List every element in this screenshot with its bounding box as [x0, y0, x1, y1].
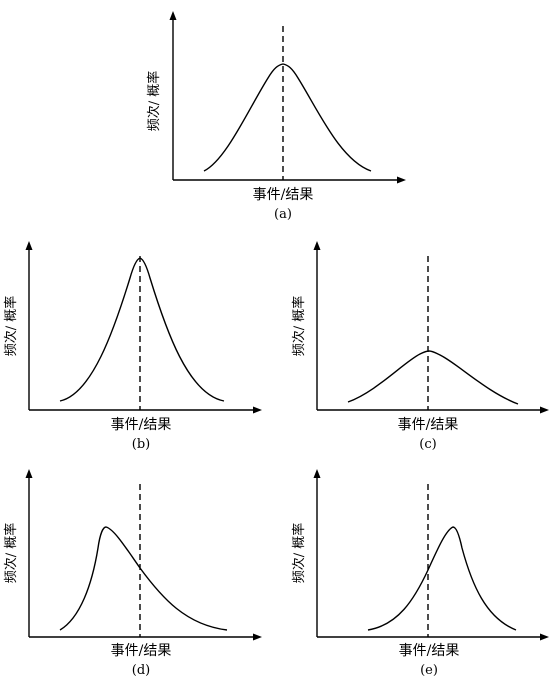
panel-c-curve	[347, 350, 519, 405]
panel-a-ylabel: 频次/ 概率	[146, 71, 162, 132]
panel-e-ylabel: 频次/ 概率	[291, 523, 307, 584]
panel-b-curve	[59, 257, 225, 402]
panel-e-x-axis-arrow	[540, 633, 549, 641]
panel-b-x-axis-arrow	[253, 406, 262, 414]
panel-d: 事件/结果 (d) 频次/ 概率	[3, 469, 262, 678]
panel-e-y-axis-arrow	[313, 469, 321, 478]
panel-a-xlabel: 事件/结果	[253, 187, 314, 203]
panel-b: 事件/结果 (b) 频次/ 概率	[3, 241, 262, 452]
panel-c-xlabel: 事件/结果	[398, 417, 459, 433]
panel-b-ylabel: 频次/ 概率	[3, 296, 19, 357]
panel-a-x-axis-arrow	[397, 176, 406, 184]
panel-e: 事件/结果 (e) 频次/ 概率	[291, 469, 549, 678]
panel-e-curve	[367, 526, 517, 631]
panel-e-xlabel: 事件/结果	[399, 643, 460, 659]
panel-a: 事件/结果 (a) 频次/ 概率	[146, 11, 406, 222]
panel-d-ylabel: 频次/ 概率	[3, 523, 19, 584]
panel-d-caption: (d)	[132, 663, 150, 678]
panel-d-y-axis-arrow	[25, 469, 33, 478]
panel-b-caption: (b)	[132, 437, 150, 452]
panel-e-caption: (e)	[420, 663, 438, 678]
panel-b-y-axis-arrow	[25, 241, 33, 250]
panel-d-x-axis-arrow	[253, 633, 262, 641]
panel-c-ylabel: 频次/ 概率	[291, 296, 307, 357]
panel-c-caption: (c)	[419, 437, 436, 452]
panel-c: 事件/结果 (c) 频次/ 概率	[291, 241, 549, 452]
panel-c-y-axis-arrow	[313, 241, 321, 250]
panel-b-xlabel: 事件/结果	[111, 417, 172, 433]
panel-c-x-axis-arrow	[540, 406, 549, 414]
panel-a-y-axis-arrow	[169, 11, 177, 20]
panel-a-caption: (a)	[274, 207, 292, 222]
panel-d-curve	[59, 526, 228, 631]
panel-a-curve	[203, 63, 372, 172]
panel-d-xlabel: 事件/结果	[111, 643, 172, 659]
